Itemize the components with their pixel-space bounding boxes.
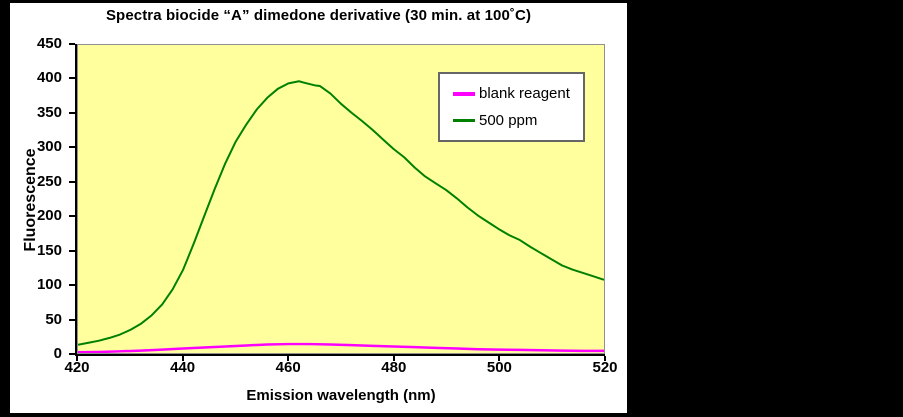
y-tick-label: 100	[36, 276, 62, 294]
y-tick-label: 400	[36, 69, 62, 87]
x-tick-label: 520	[592, 359, 618, 376]
x-tick-mark	[181, 356, 184, 361]
legend-entry: 500 ppm	[453, 112, 579, 129]
series-line-500-ppm	[78, 80, 604, 346]
x-tick-mark	[76, 356, 78, 361]
legend-box: blank reagent 500 ppm	[438, 72, 585, 142]
y-tick-mark	[69, 77, 75, 80]
x-axis-title: Emission wavelength (nm)	[246, 387, 436, 404]
chart-canvas: Spectra biocide “A” dimedone derivative …	[10, 3, 627, 413]
series-plot-svg	[78, 80, 604, 353]
y-tick-mark	[69, 318, 75, 321]
y-tick-mark	[69, 111, 75, 114]
series-line-blank-reagent	[78, 342, 604, 353]
x-tick-mark	[287, 356, 290, 361]
x-tick-label: 440	[170, 359, 196, 376]
y-tick-label: 50	[45, 310, 62, 328]
x-axis-line	[75, 354, 605, 356]
y-tick-mark	[69, 284, 75, 287]
legend-entry: blank reagent	[453, 85, 579, 102]
x-tick-label: 420	[64, 359, 90, 376]
legend-label: blank reagent	[479, 85, 570, 102]
y-tick-mark	[69, 249, 75, 252]
y-tick-label: 250	[36, 172, 62, 190]
x-tick-label: 480	[381, 359, 407, 376]
x-tick-mark	[392, 356, 395, 361]
y-tick-mark	[69, 353, 75, 355]
chart-title: Spectra biocide “A” dimedone derivative …	[105, 7, 532, 24]
x-tick-label: 460	[275, 359, 301, 376]
y-tick-mark	[69, 146, 75, 149]
x-tick-label: 500	[486, 359, 512, 376]
legend-swatch-icon	[453, 91, 475, 96]
y-tick-label: 450	[36, 35, 62, 52]
y-tick-mark	[69, 43, 75, 45]
y-tick-label: 200	[36, 207, 62, 225]
y-axis-title: Fluorescence	[22, 148, 39, 252]
x-tick-mark	[498, 356, 501, 361]
y-tick-label: 150	[36, 241, 62, 259]
legend-label: 500 ppm	[479, 112, 538, 129]
legend-swatch-icon	[453, 119, 475, 122]
y-tick-mark	[69, 180, 75, 183]
y-tick-label: 0	[53, 345, 62, 362]
y-tick-mark	[69, 215, 75, 218]
y-tick-label: 300	[36, 138, 62, 156]
y-tick-label: 350	[36, 103, 62, 121]
x-tick-mark	[604, 356, 606, 361]
y-axis-line	[75, 44, 77, 356]
